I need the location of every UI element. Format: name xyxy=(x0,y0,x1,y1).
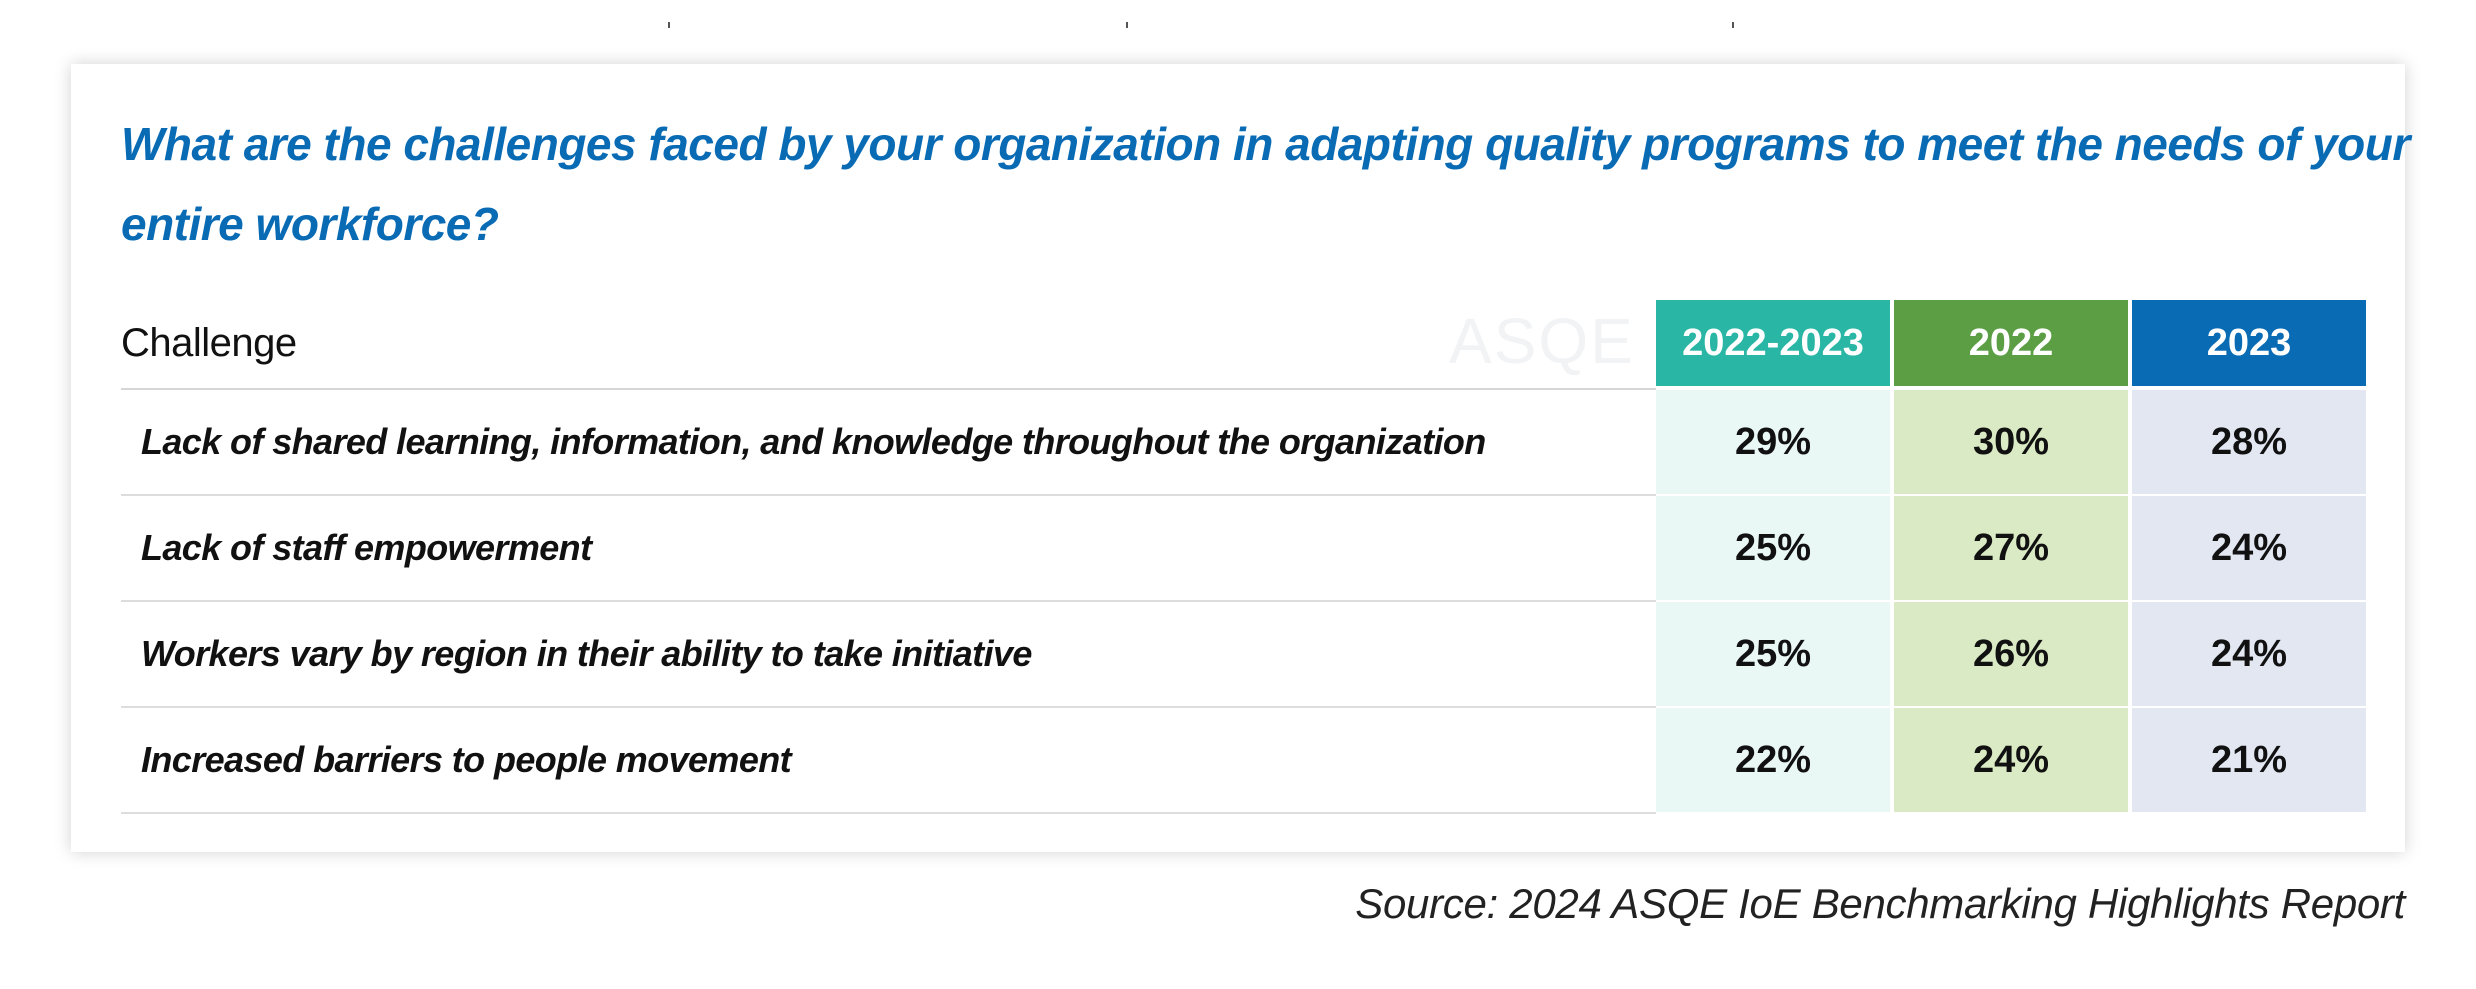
table-cell-2022: 24% xyxy=(1894,708,2128,812)
table-cell-2023: 21% xyxy=(2132,708,2366,812)
table-cell-2023: 24% xyxy=(2132,496,2366,600)
table-row-label: Lack of staff empowerment xyxy=(141,527,592,568)
row-divider xyxy=(121,706,1656,708)
table-cell-2022-2023: 22% xyxy=(1656,708,1890,812)
row-divider xyxy=(121,494,1656,496)
column-header-2022: 2022 xyxy=(1894,300,2128,386)
table-cell-2022-2023: 25% xyxy=(1656,496,1890,600)
table-cell-2022-2023: 29% xyxy=(1656,390,1890,494)
chart-card: What are the challenges faced by your or… xyxy=(71,64,2410,852)
table-cell-2022: 26% xyxy=(1894,602,2128,706)
top-tick-mark xyxy=(668,22,670,28)
column-header-2023: 2023 xyxy=(2132,300,2366,386)
table-cell-2023: 28% xyxy=(2132,390,2366,494)
table-row-label: Increased barriers to people movement xyxy=(141,739,792,780)
chart-title: What are the challenges faced by your or… xyxy=(121,118,2410,250)
table-cell-2022-2023: 25% xyxy=(1656,602,1890,706)
row-header-label: Challenge xyxy=(121,321,297,365)
source-note: Source: 2024 ASQE IoE Benchmarking Highl… xyxy=(1355,880,2405,927)
row-divider xyxy=(121,600,1656,602)
top-tick-mark xyxy=(1126,22,1128,28)
column-header-2022-2023: 2022-2023 xyxy=(1656,300,1890,386)
row-divider xyxy=(121,812,1656,814)
table-row-label: Lack of shared learning, information, an… xyxy=(141,421,1486,462)
table-row-label: Workers vary by region in their ability … xyxy=(141,633,1032,674)
watermark-logo: ASQE xyxy=(1449,305,1635,377)
top-tick-mark xyxy=(1732,22,1734,28)
table-cell-2022: 27% xyxy=(1894,496,2128,600)
table-cell-2023: 24% xyxy=(2132,602,2366,706)
table-cell-2022: 30% xyxy=(1894,390,2128,494)
header-divider xyxy=(121,388,1656,390)
